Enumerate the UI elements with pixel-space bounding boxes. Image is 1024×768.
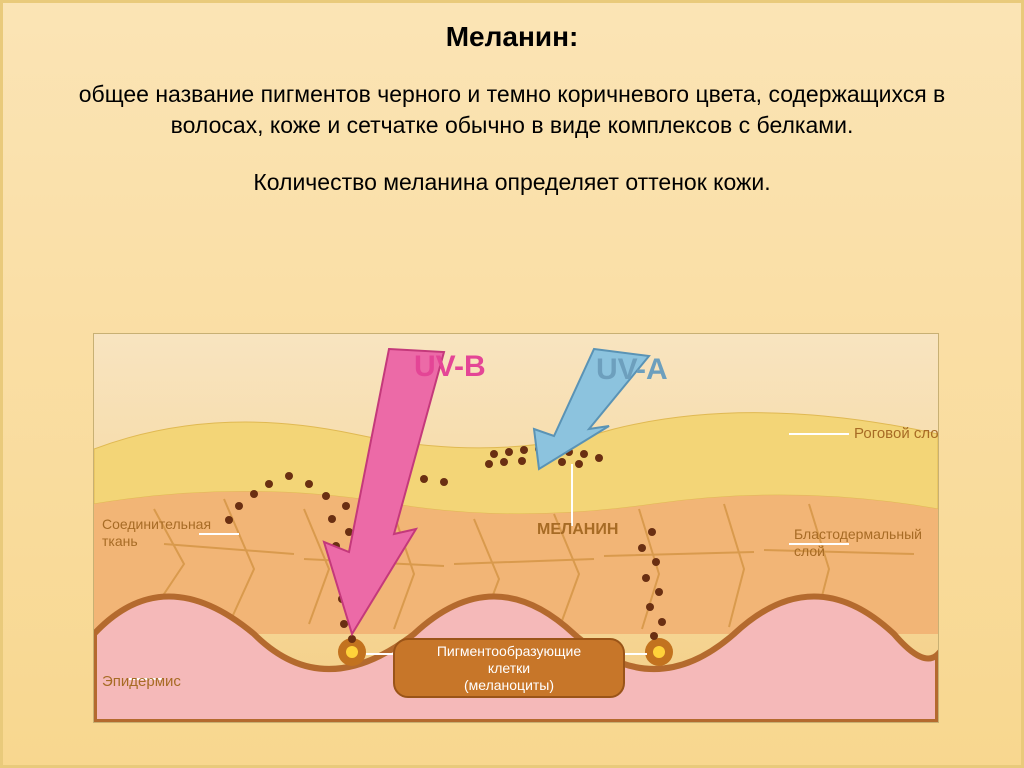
pigment-cells-line3: (меланоциты): [464, 677, 554, 693]
melanin-label: МЕЛАНИН: [537, 521, 618, 538]
melanocyte-right: [645, 638, 673, 666]
uvb-label: UV-B: [414, 350, 486, 383]
skin-cross-section-diagram: UV-B UV-A Роговой слой Соединительная тк…: [94, 334, 938, 722]
blastodermal-label-l1: Бластодермальный: [794, 526, 922, 542]
blastodermal-label-l2: слой: [794, 543, 825, 559]
paragraph-skin-tone: Количество меланина определяет оттенок к…: [3, 141, 1021, 196]
stratum-corneum-label: Роговой слой: [854, 425, 938, 442]
diagram-frame: UV-B UV-A Роговой слой Соединительная тк…: [93, 333, 939, 723]
connective-tissue-label-l2: ткань: [102, 533, 138, 549]
slide-container: Меланин: общее название пигментов черног…: [0, 0, 1024, 768]
pigment-cells-line1: Пигментообразующие: [437, 643, 581, 659]
epidermis-label: Эпидермис: [102, 673, 181, 690]
melanocyte-pill-label: Пигментообразующие клетки (меланоциты): [394, 639, 624, 697]
slide-title: Меланин:: [3, 3, 1021, 53]
uva-label: UV-A: [596, 353, 668, 386]
connective-tissue-label-l1: Соединительная: [102, 516, 211, 532]
paragraph-definition: общее название пигментов черного и темно…: [3, 53, 1021, 141]
pigment-cells-line2: клетки: [488, 660, 530, 676]
